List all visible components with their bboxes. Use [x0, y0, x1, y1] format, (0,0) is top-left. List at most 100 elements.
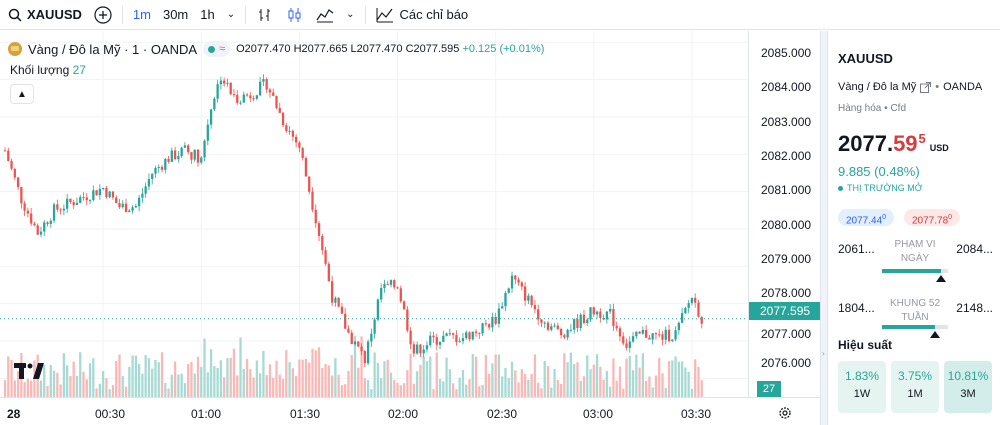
volume-bar — [406, 370, 409, 397]
candle — [438, 341, 442, 345]
candle — [592, 307, 595, 315]
candle — [128, 210, 131, 213]
interval-30m[interactable]: 30m — [162, 7, 189, 22]
candle — [494, 316, 497, 324]
bar-style-button[interactable] — [250, 0, 280, 30]
week52-range-marker-icon — [929, 331, 940, 338]
candle — [373, 319, 376, 334]
volume-bar — [478, 386, 481, 397]
chevron-up-icon: ▲ — [17, 88, 27, 100]
volume-bar — [559, 383, 563, 397]
candle — [206, 124, 209, 141]
panel-divider[interactable]: › — [820, 31, 828, 425]
volume-bar — [147, 358, 151, 397]
ask-price[interactable]: 2077.780 — [904, 209, 961, 226]
candle — [321, 236, 324, 251]
interval-1h[interactable]: 1h — [200, 7, 215, 22]
interval-dropdown[interactable]: ⌄ — [221, 0, 241, 30]
panel-symbol[interactable]: XAUUSD — [838, 51, 893, 66]
volume-bar — [115, 360, 118, 397]
time-axis[interactable]: 28 00:30 01:00 01:30 02:00 02:30 03:00 0… — [0, 397, 820, 425]
volume-bar — [88, 363, 92, 397]
candle-style-button[interactable] — [280, 0, 310, 30]
chart-pane[interactable]: Vàng / Đô la Mỹ · 1 · OANDA ≈ O2077.470 … — [0, 31, 821, 425]
volume-bar — [301, 359, 304, 397]
price-tick: 2080.000 — [761, 218, 812, 232]
volume-bar — [537, 382, 540, 397]
candle — [510, 275, 514, 289]
candle — [644, 329, 648, 338]
volume-bar — [69, 375, 72, 397]
candle — [301, 147, 304, 158]
candle — [95, 190, 98, 196]
gear-icon[interactable] — [778, 406, 792, 420]
tradingview-logo-icon[interactable] — [14, 361, 44, 381]
volume-badge: 27 — [757, 381, 781, 397]
day-range-high: 2084... — [956, 242, 993, 256]
candle — [59, 209, 62, 211]
compare-symbol-button[interactable] — [88, 0, 118, 30]
volume-bar — [468, 379, 471, 397]
indicators-button[interactable]: Các chỉ báo — [370, 0, 475, 30]
price-superscript: 5 — [918, 131, 926, 146]
volume-bar — [304, 358, 308, 397]
candle — [245, 94, 249, 96]
performance-label: 3M — [960, 388, 976, 400]
week52-range-label: KHUNG 52 TUẦN — [882, 297, 948, 325]
volume-bar — [232, 348, 236, 397]
symbol-search-button[interactable]: XAUUSD — [0, 0, 88, 30]
area-style-button[interactable] — [310, 0, 340, 30]
candle — [160, 166, 164, 170]
week52-range-high: 2148... — [956, 301, 993, 315]
legend-title[interactable]: Vàng / Đô la Mỹ · 1 · OANDA — [28, 41, 198, 57]
bid-price[interactable]: 2077.440 — [838, 209, 895, 226]
candle — [49, 220, 52, 224]
collapse-legend-button[interactable]: ▲ — [10, 84, 34, 104]
volume-bar — [520, 369, 523, 397]
volume-bar — [363, 378, 366, 397]
candle — [92, 190, 95, 201]
bars-icon — [259, 8, 271, 21]
volume-bar — [484, 354, 487, 397]
volume-bar — [687, 371, 690, 397]
candle — [550, 326, 553, 330]
candle — [10, 160, 13, 169]
interval-1m[interactable]: 1m — [132, 7, 151, 22]
performance-1w[interactable]: 1.83% 1W — [838, 361, 886, 413]
volume-bar — [137, 363, 141, 397]
volume-bar — [324, 363, 327, 397]
external-link-icon[interactable] — [920, 81, 932, 93]
volume-bar — [448, 369, 452, 397]
chart-type-dropdown[interactable]: ⌄ — [340, 0, 360, 30]
volume-bar — [239, 337, 242, 397]
candle — [334, 297, 337, 303]
volume-bar — [429, 356, 432, 397]
volume-bar — [589, 368, 592, 397]
volume-bar — [330, 375, 334, 397]
high-value: H2077.665 — [293, 43, 348, 55]
performance-3m[interactable]: 10.81% 3M — [944, 361, 992, 413]
price-chart[interactable] — [0, 31, 748, 397]
candle — [664, 329, 667, 340]
market-status-pill[interactable]: ≈ — [203, 41, 231, 57]
time-tick: 01:00 — [191, 407, 222, 421]
candle — [556, 325, 559, 329]
day-range-label: PHẠM VI NGÀY — [882, 238, 948, 266]
price-axis[interactable]: 2085.000 2084.000 2083.000 2082.000 2081… — [748, 31, 821, 397]
area-chart-icon — [316, 8, 334, 22]
performance-1m[interactable]: 3.75% 1M — [891, 361, 939, 413]
candle — [487, 324, 491, 328]
volume-bar — [487, 373, 491, 397]
volume-bar — [700, 380, 703, 397]
candle — [641, 329, 645, 334]
volume-legend[interactable]: Khối lượng 27 — [10, 63, 86, 77]
candle — [124, 203, 128, 213]
volume-bar — [635, 354, 638, 397]
volume-bar — [249, 369, 252, 397]
volume-bar — [229, 357, 232, 397]
week52-range-bar — [882, 325, 948, 329]
volume-bar — [684, 367, 687, 397]
candle — [537, 309, 540, 320]
candle — [396, 287, 399, 289]
price-tick: 2081.000 — [761, 183, 812, 197]
